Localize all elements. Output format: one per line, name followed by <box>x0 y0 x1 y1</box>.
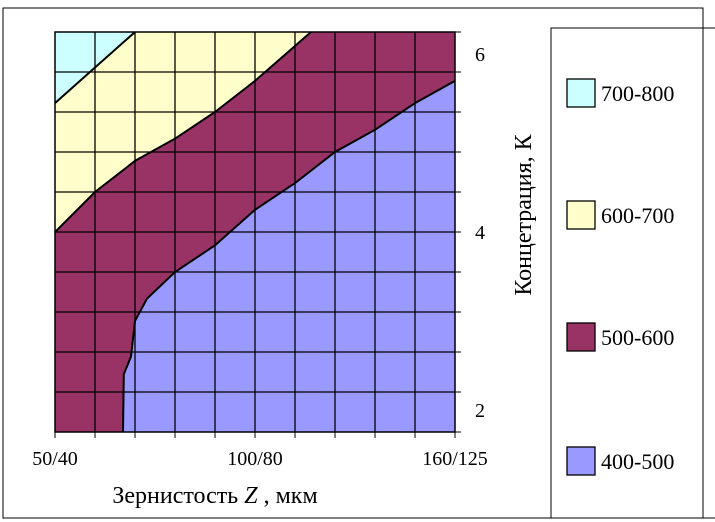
y-tick-label: 6 <box>475 44 485 66</box>
region-600-700 <box>55 32 311 232</box>
x-axis-title-main: Зернистость <box>112 483 238 509</box>
legend: 700-800 600-700 500-600 400-500 <box>566 78 674 476</box>
legend-swatch <box>566 446 596 476</box>
x-axis-title-unit: , мкм <box>264 483 318 509</box>
x-tick-label: 160/125 <box>422 448 488 470</box>
legend-item-700-800: 700-800 <box>566 78 674 108</box>
y-axis-title: Концетрация, К <box>511 133 537 295</box>
y-tick-label: 4 <box>475 222 485 244</box>
y-axis: 2 4 6 <box>455 31 485 433</box>
legend-label: 500-600 <box>601 325 674 350</box>
legend-item-400-500: 400-500 <box>566 446 674 476</box>
legend-swatch <box>566 322 596 352</box>
legend-swatch <box>566 200 596 230</box>
x-axis-title: Зернистость Z , мкм <box>112 483 317 509</box>
contour-line-2 <box>55 32 312 233</box>
x-tick-label: 100/80 <box>227 448 283 470</box>
legend-item-600-700: 600-700 <box>566 200 674 230</box>
legend-item-500-600: 500-600 <box>566 322 674 352</box>
legend-box <box>550 27 715 519</box>
legend-label: 400-500 <box>601 449 674 474</box>
legend-label: 700-800 <box>601 81 674 106</box>
contour-line-1 <box>55 32 136 104</box>
chart-frame <box>2 7 704 519</box>
x-axis-title-variable: Z <box>244 483 258 509</box>
x-axis: 50/40 100/80 160/125 <box>32 432 488 470</box>
y-tick-label: 2 <box>475 400 485 422</box>
legend-swatch <box>566 78 596 108</box>
region-400-500 <box>123 80 455 432</box>
x-tick-label: 50/40 <box>32 448 78 470</box>
plot-area <box>55 32 455 432</box>
contour-line-3 <box>122 80 455 432</box>
legend-label: 600-700 <box>601 203 674 228</box>
